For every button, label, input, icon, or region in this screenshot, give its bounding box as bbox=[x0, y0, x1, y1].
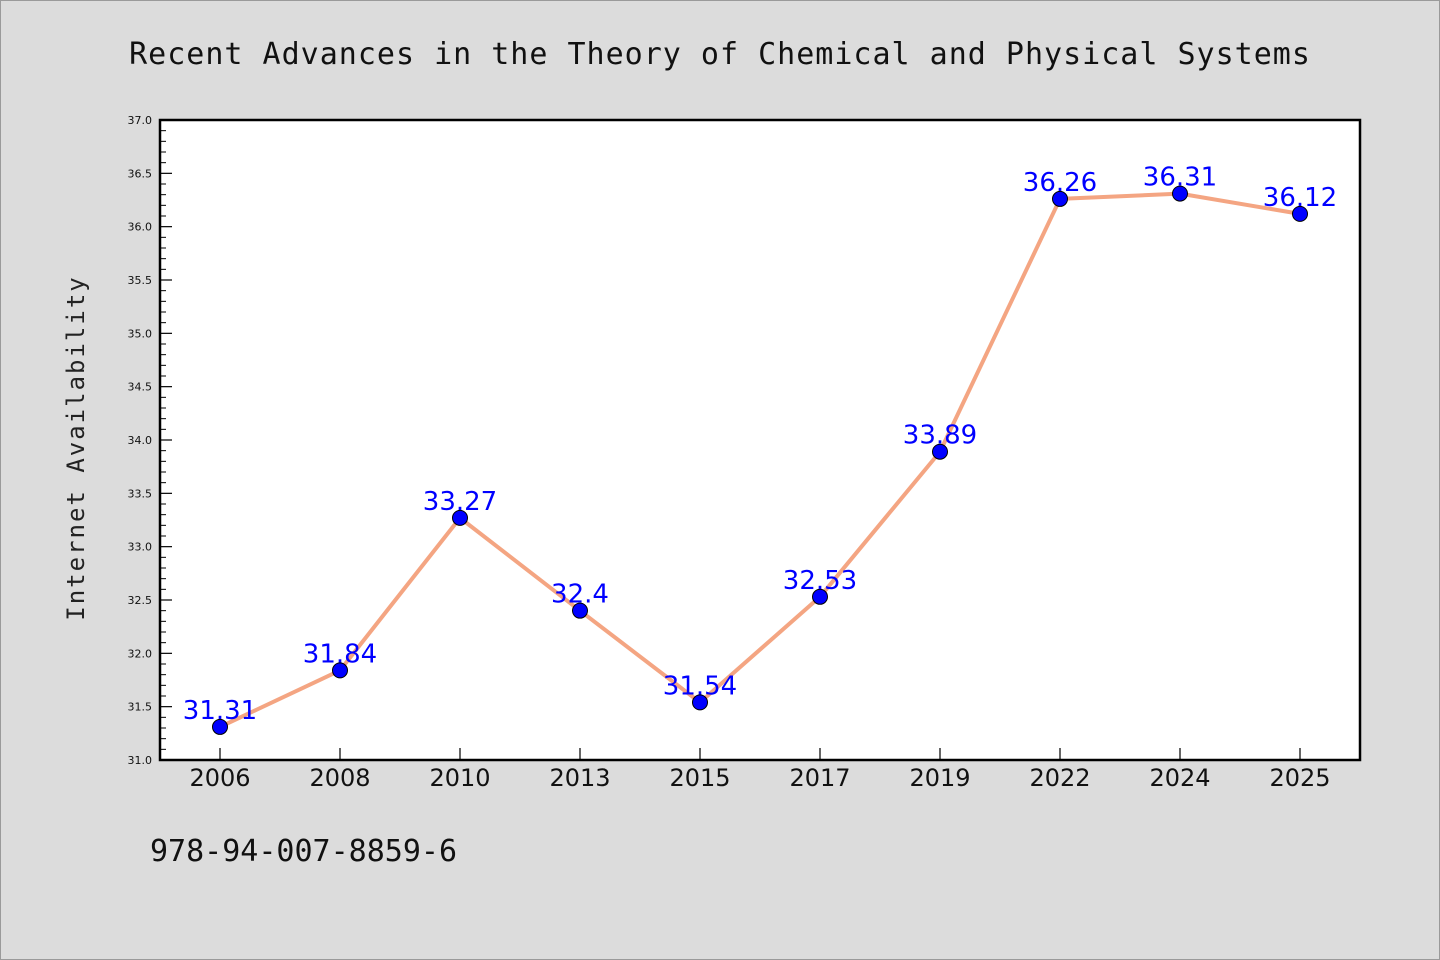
x-tick-label: 2025 bbox=[1269, 764, 1330, 792]
x-tick-label: 2013 bbox=[549, 764, 610, 792]
chart-title: Recent Advances in the Theory of Chemica… bbox=[129, 37, 1311, 72]
data-label: 31.31 bbox=[183, 696, 257, 726]
data-label: 33.27 bbox=[423, 487, 497, 517]
data-label: 33.89 bbox=[903, 421, 977, 451]
x-tick-label: 2022 bbox=[1029, 764, 1090, 792]
y-tick-label: 36.5 bbox=[128, 167, 153, 180]
x-tick-label: 2006 bbox=[189, 764, 250, 792]
data-point bbox=[572, 602, 588, 619]
y-tick-label: 33.0 bbox=[128, 541, 153, 554]
x-axis: 2006 2008 2010 2013 2015 2017 2019 2022 2024 2025 bbox=[189, 748, 1331, 792]
y-tick-label: 33.5 bbox=[128, 487, 153, 500]
x-tick-label: 2024 bbox=[1149, 764, 1210, 792]
y-tick-label: 35.5 bbox=[128, 274, 153, 287]
data-label: 36.26 bbox=[1023, 168, 1097, 198]
y-tick-label: 37.0 bbox=[128, 114, 153, 127]
data-point bbox=[1292, 205, 1308, 222]
data-point bbox=[812, 588, 828, 605]
x-tick-label: 2019 bbox=[909, 764, 970, 792]
data-label: 36.12 bbox=[1263, 183, 1337, 213]
data-point bbox=[932, 443, 948, 460]
data-label: 31.84 bbox=[303, 639, 377, 669]
isbn-text: 978-94-007-8859-6 bbox=[150, 834, 458, 869]
y-tick-label: 31.5 bbox=[128, 701, 153, 714]
data-label: 36.31 bbox=[1143, 163, 1217, 193]
x-tick-label: 2010 bbox=[429, 764, 490, 792]
x-tick-label: 2008 bbox=[309, 764, 370, 792]
data-point bbox=[692, 694, 708, 711]
y-tick-label: 36.0 bbox=[128, 221, 153, 234]
y-tick-label: 31.0 bbox=[128, 754, 153, 767]
data-label: 32.4 bbox=[551, 580, 609, 610]
data-point bbox=[332, 662, 348, 679]
y-tick-label: 34.5 bbox=[128, 381, 153, 394]
y-tick-label: 34.0 bbox=[128, 434, 153, 447]
y-tick-label: 32.0 bbox=[128, 647, 153, 660]
data-point bbox=[1172, 185, 1188, 202]
x-tick-label: 2015 bbox=[669, 764, 730, 792]
data-point bbox=[212, 718, 228, 735]
data-label: 32.53 bbox=[783, 566, 857, 596]
x-tick-label: 2017 bbox=[789, 764, 850, 792]
y-axis: 31.0 31.5 32.0 32.5 33.0 33.5 34.0 34.5 35.0 35.5… bbox=[128, 114, 172, 767]
y-axis-label: Internet Availability bbox=[62, 275, 90, 620]
y-tick-label: 35.0 bbox=[128, 327, 153, 340]
data-point bbox=[1052, 190, 1068, 207]
plot-area bbox=[158, 118, 1362, 762]
series: 31.31 31.84 33.27 32.4 31.54 32.53 33.89 36.26 3… bbox=[183, 163, 1337, 735]
data-point bbox=[452, 509, 468, 526]
y-tick-label: 32.5 bbox=[128, 594, 153, 607]
series-line bbox=[219, 191, 1301, 729]
data-label: 31.54 bbox=[663, 671, 737, 701]
